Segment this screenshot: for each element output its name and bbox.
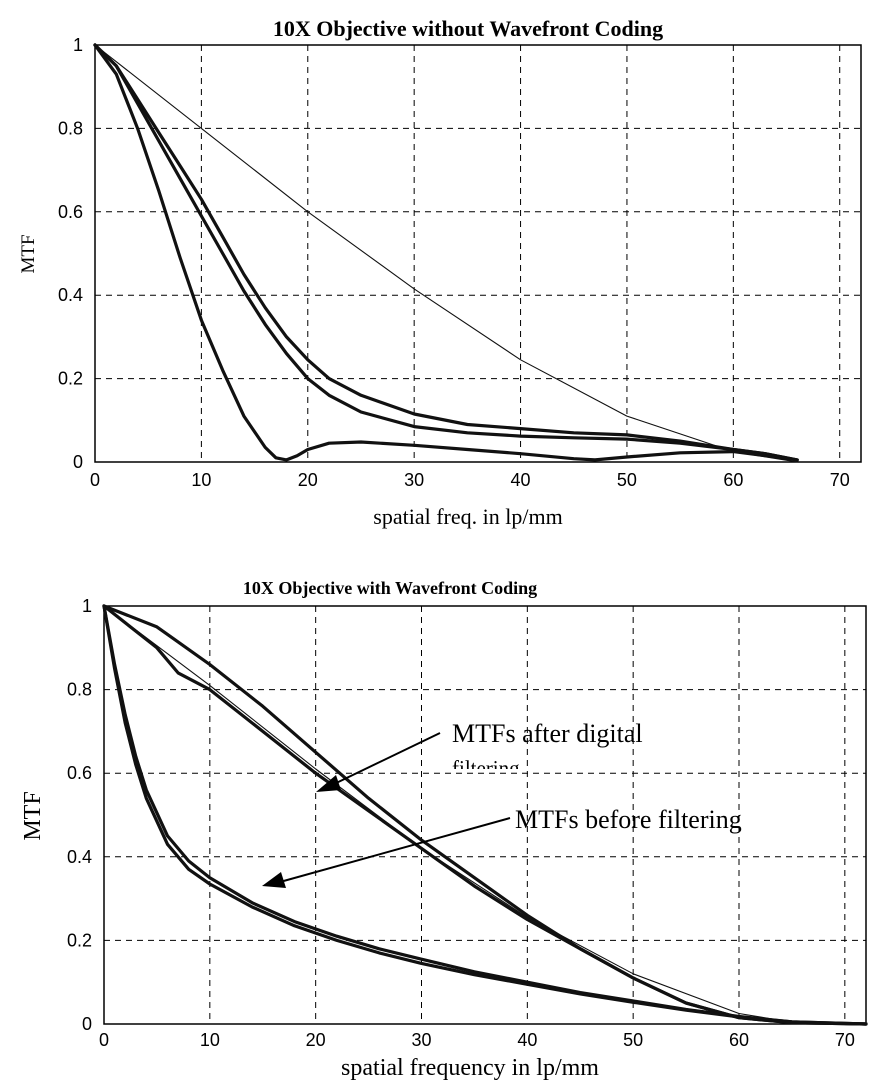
y-tick-label: 1 <box>73 35 83 55</box>
chart-bottom: 10X Objective with Wavefront Coding 0 0.2… <box>20 578 868 1081</box>
x-tick-label: 0 <box>90 470 100 490</box>
series-line-4 <box>93 43 799 462</box>
series-line-2 <box>93 43 799 462</box>
y-tick-label: 0.8 <box>58 118 83 138</box>
series-line-5 <box>102 604 868 1026</box>
x-tick-label: 40 <box>511 470 531 490</box>
series-line-2 <box>102 604 868 1026</box>
annotation-arrow-before <box>279 817 511 883</box>
x-tick-label: 70 <box>835 1030 855 1050</box>
x-tick-labels: 0 10 20 30 40 50 60 70 <box>99 1030 855 1050</box>
plot-frame <box>103 605 867 1025</box>
annotation-after-cont: filtering <box>452 756 520 780</box>
x-tick-label: 20 <box>306 1030 326 1050</box>
annotation-before: MTFs before filtering <box>515 805 742 834</box>
x-tick-labels: 0 10 20 30 40 50 60 70 <box>90 470 850 490</box>
grid <box>95 45 861 462</box>
grid <box>104 606 866 1024</box>
x-tick-label: 50 <box>617 470 637 490</box>
chart-title: 10X Objective with Wavefront Coding <box>243 578 537 598</box>
annotation-arrow-after <box>329 732 441 787</box>
y-tick-label: 0 <box>73 452 83 472</box>
chart-title: 10X Objective without Wavefront Coding <box>273 16 663 41</box>
x-tick-label: 50 <box>623 1030 643 1050</box>
x-axis-label: spatial frequency in lp/mm <box>341 1055 599 1081</box>
y-tick-label: 0.4 <box>58 285 83 305</box>
series-line-3 <box>102 604 868 1026</box>
y-tick-label: 0.6 <box>58 202 83 222</box>
y-axis-label: MTF <box>18 234 39 273</box>
y-tick-label: 0.6 <box>67 763 92 783</box>
x-tick-label: 70 <box>830 470 850 490</box>
x-tick-label: 10 <box>200 1030 220 1050</box>
x-tick-label: 20 <box>298 470 318 490</box>
x-tick-label: 0 <box>99 1030 109 1050</box>
x-tick-label: 30 <box>404 470 424 490</box>
x-tick-label: 10 <box>191 470 211 490</box>
y-tick-label: 1 <box>82 596 92 616</box>
x-tick-label: 60 <box>729 1030 749 1050</box>
x-tick-label: 40 <box>517 1030 537 1050</box>
x-tick-label: 60 <box>723 470 743 490</box>
series-line-1 <box>103 605 804 1025</box>
series-line-4 <box>102 604 868 1026</box>
y-tick-label: 0 <box>82 1014 92 1034</box>
x-tick-label: 30 <box>411 1030 431 1050</box>
x-axis-label: spatial freq. in lp/mm <box>373 504 562 529</box>
arrowhead-before-icon <box>262 872 286 888</box>
y-tick-labels: 0 0.2 0.4 0.6 0.8 1 <box>67 596 92 1034</box>
arrowhead-after-icon <box>316 775 341 792</box>
y-tick-label: 0.4 <box>67 847 92 867</box>
annotation-after: MTFs after digital <box>452 719 643 748</box>
series-lines <box>93 43 799 463</box>
series-line-1 <box>94 44 798 463</box>
chart-top: 10X Objective without Wavefront Coding 0… <box>18 16 862 529</box>
y-axis-label: MTF <box>20 791 46 840</box>
series-line-3 <box>93 43 799 462</box>
y-tick-label: 0.2 <box>67 930 92 950</box>
plot-frame <box>94 44 862 463</box>
y-tick-label: 0.8 <box>67 680 92 700</box>
y-tick-labels: 0 0.2 0.4 0.6 0.8 1 <box>58 35 83 472</box>
series-lines <box>102 604 868 1026</box>
y-tick-label: 0.2 <box>58 369 83 389</box>
